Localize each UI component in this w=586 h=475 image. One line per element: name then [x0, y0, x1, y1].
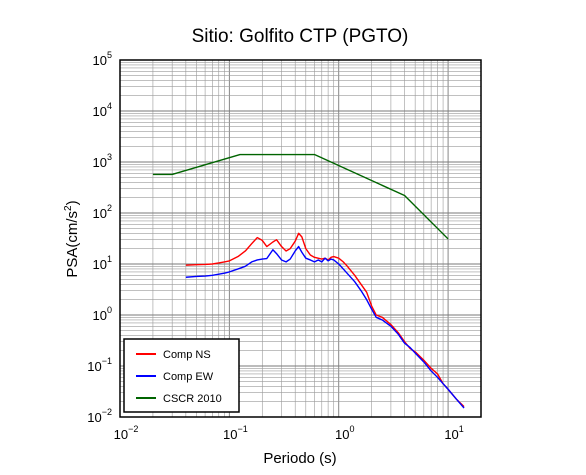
tick-base: 10	[93, 155, 107, 170]
y-axis-label: PSA(cm/s2)	[63, 200, 81, 277]
tick-exponent: −1	[102, 356, 112, 366]
tick-base: 10	[93, 257, 107, 272]
tick-base: 10	[114, 427, 128, 442]
chart-title: Sitio: Golfito CTP (PGTO)	[192, 26, 409, 47]
tick-exponent: 0	[349, 424, 354, 434]
y-tick-label: 102	[93, 203, 112, 221]
tick-exponent: −1	[237, 424, 247, 434]
x-axis-label: Periodo (s)	[263, 450, 336, 467]
tick-base: 10	[444, 427, 458, 442]
grid-lines	[119, 60, 482, 418]
series-line-comp-ew	[185, 245, 465, 409]
tick-exponent: −2	[128, 424, 138, 434]
x-tick-label: 100	[335, 424, 354, 442]
tick-base: 10	[93, 308, 107, 323]
tick-base: 10	[93, 53, 107, 68]
tick-base: 10	[87, 359, 101, 374]
plot-frame	[119, 59, 482, 418]
tick-base: 10	[335, 427, 349, 442]
y-tick-label: 10−2	[87, 407, 112, 425]
x-tick-label: 10−2	[114, 424, 139, 442]
tick-exponent: 5	[107, 50, 112, 60]
tick-base: 10	[87, 410, 101, 425]
y-axis-label-prefix: PSA(cm/s	[64, 211, 81, 278]
y-tick-label: 103	[93, 152, 112, 170]
tick-exponent: 1	[459, 424, 464, 434]
tick-base: 10	[93, 104, 107, 119]
series-lines	[152, 153, 465, 409]
y-axis-label-superscript: 2	[63, 205, 74, 211]
legend: Comp NS Comp EW CSCR 2010	[123, 338, 240, 413]
tick-exponent: 4	[107, 101, 112, 111]
tick-base: 10	[93, 206, 107, 221]
x-tick-label: 10−1	[223, 424, 248, 442]
tick-exponent: 0	[107, 305, 112, 315]
legend-label-cscr-2010: CSCR 2010	[163, 393, 222, 405]
y-tick-label: 100	[93, 305, 112, 323]
x-tick-labels: 10−2 10−1 100 101	[114, 424, 464, 442]
y-tick-label: 10−1	[87, 356, 112, 374]
legend-label-comp-ew: Comp EW	[163, 371, 214, 383]
y-axis-label-suffix: )	[64, 200, 81, 205]
legend-label-comp-ns: Comp NS	[163, 349, 211, 361]
y-tick-label: 101	[93, 254, 112, 272]
series-line-cscr-2010	[152, 153, 449, 240]
tick-exponent: 1	[107, 254, 112, 264]
tick-exponent: 3	[107, 152, 112, 162]
tick-exponent: 2	[107, 203, 112, 213]
tick-base: 10	[223, 427, 237, 442]
x-tick-label: 101	[444, 424, 463, 442]
tick-exponent: −2	[102, 407, 112, 417]
y-tick-label: 104	[93, 101, 112, 119]
y-tick-label: 105	[93, 50, 112, 68]
